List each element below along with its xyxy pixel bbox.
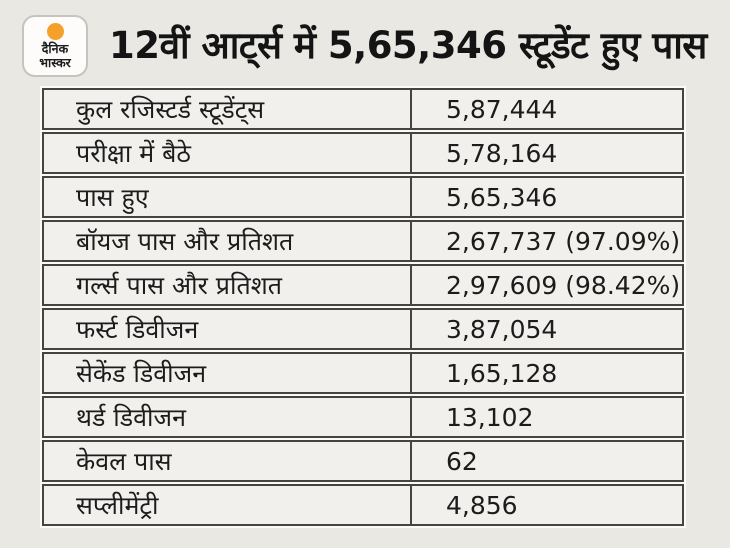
header: दैनिक भास्कर 12वीं आट्‌र्स में 5,65,346 … bbox=[22, 13, 722, 79]
row-label: फर्स्ट डिवीजन bbox=[44, 310, 412, 348]
row-label: थर्ड डिवीजन bbox=[44, 398, 412, 436]
row-label: गर्ल्स पास और प्रतिशत bbox=[44, 266, 412, 304]
row-value: 2,67,737 (97.09%) bbox=[446, 226, 681, 256]
row-value: 5,65,346 bbox=[446, 182, 558, 212]
table-row: सप्लीमेंट्री 4,856 bbox=[42, 484, 684, 526]
table-row: गर्ल्स पास और प्रतिशत 2,97,609 (98.42%) bbox=[42, 264, 684, 306]
table-row: थर्ड डिवीजन 13,102 bbox=[42, 396, 684, 438]
logo-text-line1: दैनिक bbox=[41, 41, 69, 56]
table-row: कुल रजिस्टर्ड स्टूडेंट्स 5,87,444 bbox=[42, 88, 684, 130]
row-label: परीक्षा में बैठे bbox=[44, 134, 412, 172]
page-title: 12वीं आट्‌र्स में 5,65,346 स्टूडेंट हुए … bbox=[109, 23, 707, 67]
row-label: केवल पास bbox=[44, 442, 412, 480]
row-value: 5,78,164 bbox=[446, 138, 558, 168]
row-value: 5,87,444 bbox=[446, 94, 558, 124]
row-value: 1,65,128 bbox=[446, 358, 558, 388]
row-value: 4,856 bbox=[446, 490, 518, 520]
row-label: सप्लीमेंट्री bbox=[44, 486, 412, 524]
row-label: कुल रजिस्टर्ड स्टूडेंट्स bbox=[44, 90, 412, 128]
dainik-bhaskar-logo: दैनिक भास्कर bbox=[22, 15, 88, 77]
table-row: बॉयज पास और प्रतिशत 2,67,737 (97.09%) bbox=[42, 220, 684, 262]
table-row: परीक्षा में बैठे 5,78,164 bbox=[42, 132, 684, 174]
sun-icon bbox=[46, 23, 64, 40]
row-label: सेकेंड डिवीजन bbox=[44, 354, 412, 392]
logo-text-line2: भास्कर bbox=[39, 54, 71, 70]
stats-table: कुल रजिस्टर्ड स्टूडेंट्स 5,87,444 परीक्ष… bbox=[40, 86, 686, 528]
row-value: 13,102 bbox=[446, 402, 534, 432]
row-value: 2,97,609 (98.42%) bbox=[446, 270, 681, 300]
row-value: 62 bbox=[446, 446, 478, 476]
row-value: 3,87,054 bbox=[446, 314, 558, 344]
table-row: पास हुए 5,65,346 bbox=[42, 176, 684, 218]
table-row: सेकेंड डिवीजन 1,65,128 bbox=[42, 352, 684, 394]
table-row: फर्स्ट डिवीजन 3,87,054 bbox=[42, 308, 684, 350]
row-label: पास हुए bbox=[44, 178, 412, 216]
table-row: केवल पास 62 bbox=[42, 440, 684, 482]
row-label: बॉयज पास और प्रतिशत bbox=[44, 222, 412, 260]
